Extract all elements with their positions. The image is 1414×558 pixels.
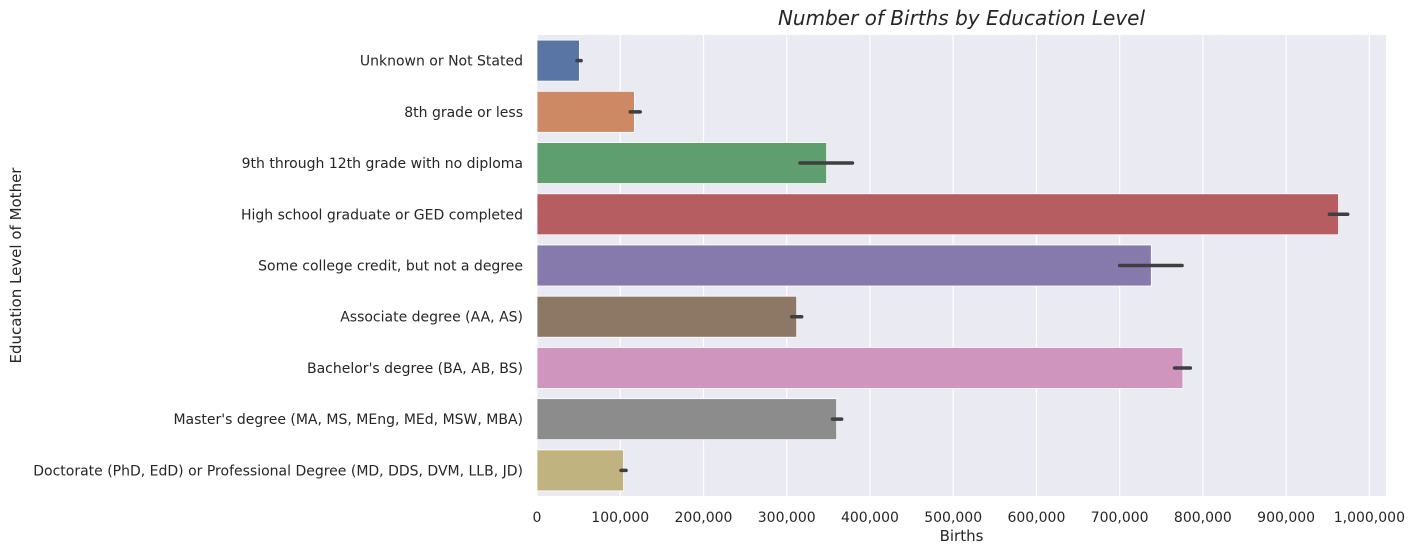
category-labels: Unknown or Not Stated 8th grade or less 9t… [33, 54, 523, 480]
bar [536, 142, 828, 184]
x-tick-label: 700,000 [1091, 510, 1149, 526]
x-tick-label: 300,000 [758, 510, 816, 526]
bars [536, 39, 1339, 492]
category-label: 9th through 12th grade with no diploma [242, 156, 523, 172]
x-tick-label: 900,000 [1257, 510, 1315, 526]
x-tick-label: 800,000 [1174, 510, 1232, 526]
x-axis-label: Births [940, 527, 984, 545]
bar [536, 90, 635, 133]
x-tick-label: 400,000 [841, 510, 899, 526]
bar [536, 398, 838, 441]
bar [536, 295, 798, 338]
x-tick-label: 1,000,000 [1334, 510, 1405, 526]
chart-title: Number of Births by Education Level [778, 6, 1146, 30]
category-label: High school graduate or GED completed [241, 207, 523, 223]
bar [536, 244, 1152, 287]
x-tick-label: 0 [533, 510, 542, 526]
bar [536, 449, 624, 492]
category-label: Associate degree (AA, AS) [340, 310, 523, 326]
x-tick-label: 500,000 [924, 510, 982, 526]
bar [536, 347, 1184, 389]
x-tick-labels: 0 100,000 200,000 300,000 400,000 500,000 600,… [533, 510, 1405, 526]
y-axis-label: Education Level of Mother [7, 167, 25, 364]
x-tick-label: 100,000 [591, 510, 649, 526]
bar [536, 39, 580, 82]
category-label: Master's degree (MA, MS, MEng, MEd, MSW,… [173, 412, 523, 428]
category-label: Bachelor's degree (BA, AB, BS) [307, 361, 523, 377]
error-bars [575, 58, 1350, 473]
category-label: Some college credit, but not a degree [258, 259, 523, 275]
category-label: Unknown or Not Stated [360, 54, 523, 70]
bar [536, 193, 1339, 236]
x-tick-label: 200,000 [675, 510, 733, 526]
category-label: Doctorate (PhD, EdD) or Professional Deg… [33, 463, 523, 479]
category-label: 8th grade or less [404, 105, 523, 121]
x-tick-label: 600,000 [1007, 510, 1065, 526]
